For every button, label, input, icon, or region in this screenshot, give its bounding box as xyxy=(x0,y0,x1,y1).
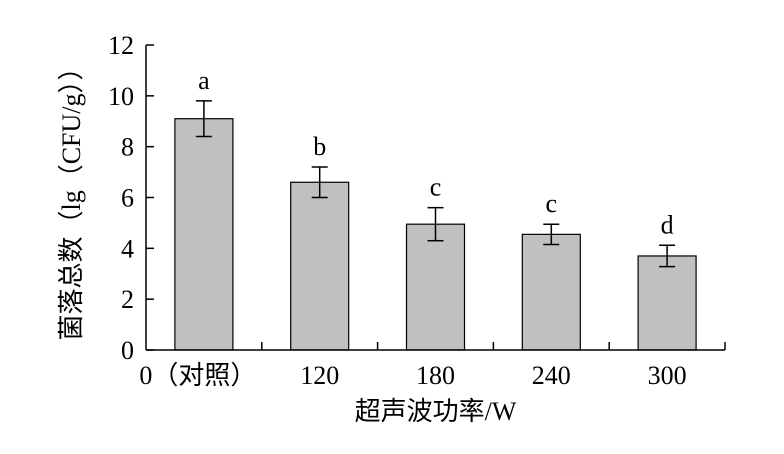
y-tick-label: 4 xyxy=(121,234,134,263)
bar xyxy=(521,233,581,351)
y-tick-label: 2 xyxy=(121,285,134,314)
significance-label: d xyxy=(661,210,674,239)
bar xyxy=(405,223,466,351)
significance-label: c xyxy=(546,189,558,218)
y-tick-label: 6 xyxy=(121,184,134,213)
labels-layer: 0 2 4 6 8 10 12 a 0（对照） b 120 c 180 c 240 d 300 超声波功率/W 菌落… xyxy=(57,31,687,426)
significance-label: c xyxy=(430,173,442,202)
x-tick-label: 0（对照） xyxy=(139,361,256,390)
significance-label: b xyxy=(313,132,326,161)
y-tick-label: 0 xyxy=(121,336,134,365)
axes-layer xyxy=(145,44,726,351)
x-tick-label: 240 xyxy=(532,361,571,390)
bar xyxy=(174,118,234,351)
x-tick-label: 300 xyxy=(648,361,687,390)
bar xyxy=(290,181,350,351)
y-tick-label: 8 xyxy=(121,133,134,162)
significance-label: a xyxy=(198,66,210,95)
bar xyxy=(637,255,697,351)
x-tick-label: 180 xyxy=(416,361,455,390)
y-axis-title: 菌落总数（lg（CFU/g）） xyxy=(57,54,86,340)
y-tick-label: 12 xyxy=(108,31,134,60)
x-tick-label: 120 xyxy=(300,361,339,390)
error-bars-layer xyxy=(195,100,676,268)
y-tick-label: 10 xyxy=(108,82,134,111)
x-axis-title: 超声波功率/W xyxy=(355,397,517,426)
